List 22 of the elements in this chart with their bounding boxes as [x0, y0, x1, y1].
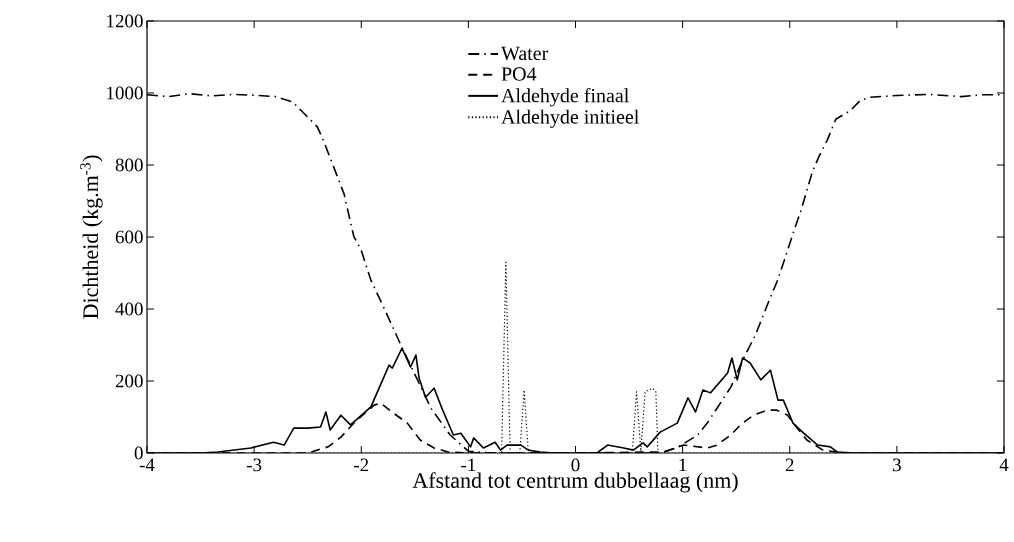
legend-label: PO4 — [501, 67, 537, 81]
y-tick-label: 600 — [115, 230, 143, 244]
legend-label: Aldehyde finaal — [501, 88, 629, 107]
x-tick-label: 0 — [571, 458, 580, 472]
y-tick-label: 0 — [134, 446, 143, 460]
x-tick-label: -2 — [354, 458, 369, 472]
y-tick-label: 1200 — [107, 14, 143, 28]
x-tick-label: -3 — [246, 458, 262, 472]
x-tick-label: 3 — [893, 458, 901, 472]
y-tick-label: 800 — [115, 158, 143, 172]
y-axis-title: Dichtheid (kg.m$^{-3}$) — [80, 155, 103, 319]
legend-label: Aldehyde initieel — [501, 109, 639, 128]
x-axis-title: Afstand tot centrum dubbellaag (nm) — [412, 472, 738, 493]
x-tick-label: 2 — [785, 458, 794, 472]
x-tick-label: 4 — [999, 458, 1009, 472]
y-tick-label: 200 — [115, 374, 143, 388]
x-tick-label: 1 — [679, 458, 687, 472]
y-tick-label: 400 — [115, 302, 143, 316]
x-tick-label: -4 — [139, 458, 155, 472]
legend-label: Water — [501, 46, 549, 61]
y-tick-label: 1000 — [107, 86, 143, 100]
x-tick-label: -1 — [461, 458, 476, 472]
